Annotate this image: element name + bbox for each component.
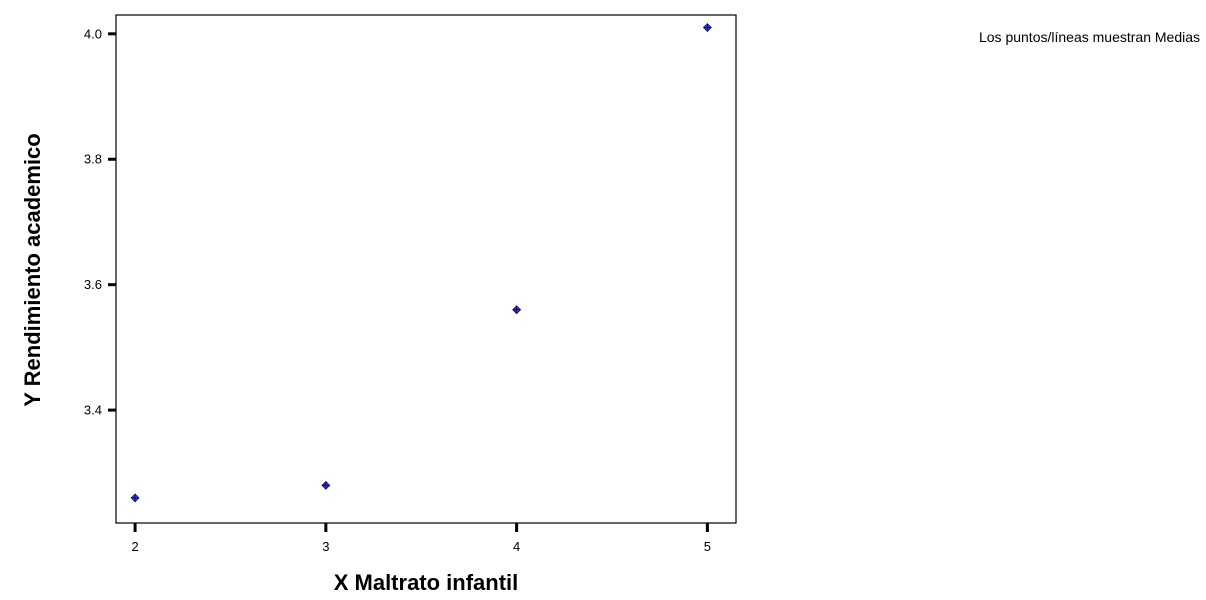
y-tick-label: 4.0 xyxy=(84,26,102,41)
y-tick-label: 3.4 xyxy=(84,403,102,418)
y-tick-label: 3.8 xyxy=(84,152,102,167)
x-tick-label: 3 xyxy=(322,539,329,554)
x-tick-label: 5 xyxy=(704,539,711,554)
data-point xyxy=(512,305,522,315)
x-tick-label: 4 xyxy=(513,539,520,554)
data-point xyxy=(702,23,712,32)
data-points xyxy=(130,23,712,503)
data-point xyxy=(321,480,331,490)
data-point xyxy=(130,493,140,503)
x-axis-title: X Maltrato infantil xyxy=(334,570,519,595)
chart-note: Los puntos/líneas muestran Medias xyxy=(979,29,1200,45)
x-tick-label: 2 xyxy=(131,539,138,554)
plot-area xyxy=(115,14,737,524)
x-axis: 2 3 4 5 xyxy=(131,523,711,554)
y-axis: 3.4 3.6 3.8 4.0 xyxy=(84,26,116,418)
y-axis-title: Y Rendimiento academico xyxy=(20,133,45,406)
y-tick-label: 3.6 xyxy=(84,277,102,292)
